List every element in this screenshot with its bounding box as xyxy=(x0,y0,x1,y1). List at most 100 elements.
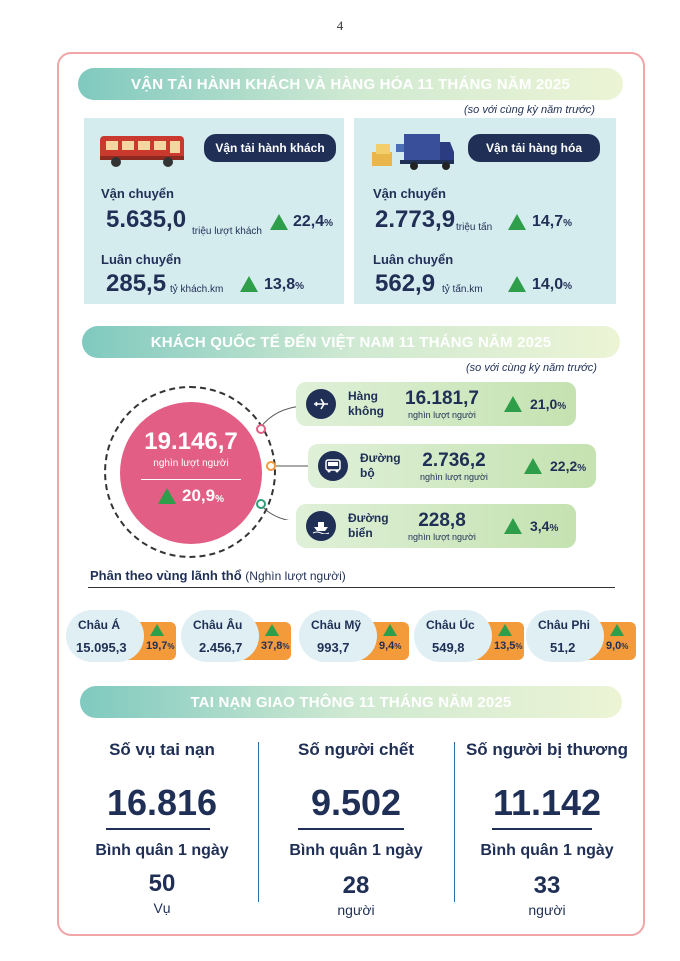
accident-daily-unit: người xyxy=(337,902,375,918)
passenger-bus-icon xyxy=(100,136,184,167)
value-underline xyxy=(492,828,592,830)
mode-name: Hàng không xyxy=(348,389,384,418)
passenger-carried-label: Vận chuyển xyxy=(101,186,174,201)
up-arrow-icon xyxy=(240,276,258,292)
region-card: Châu Á 15.095,3 19,7% xyxy=(66,610,176,662)
up-arrow-icon xyxy=(504,518,522,534)
region-name: Châu Phi xyxy=(538,618,591,632)
up-arrow-icon xyxy=(158,488,176,504)
ship-icon xyxy=(306,511,336,541)
visitors-title: KHÁCH QUỐC TẾ ĐẾN VIỆT NAM 11 THÁNG NĂM … xyxy=(82,326,620,358)
mode-value: 228,8 nghìn lượt người xyxy=(408,510,476,542)
region-oval xyxy=(66,610,144,662)
accident-daily-label: Bình quân 1 ngày xyxy=(289,842,423,859)
accident-heading: Số vụ tai nạn xyxy=(109,740,215,759)
up-arrow-icon xyxy=(508,214,526,230)
cargo-carried-pct: 14,7% xyxy=(532,213,573,230)
connector-dot xyxy=(256,424,266,434)
accident-daily-unit: Vụ xyxy=(153,900,171,916)
mode-value: 16.181,7 nghìn lượt người xyxy=(405,388,479,420)
mode-value: 2.736,2 nghìn lượt người xyxy=(420,450,488,482)
region-card: Châu Mỹ 993,7 9,4% xyxy=(299,610,409,662)
region-pct: 13,5% xyxy=(494,640,523,652)
mode-pct: 22,2% xyxy=(550,458,587,474)
accident-daily-unit: người xyxy=(528,902,566,918)
cargo-rotation-pct: 14,0% xyxy=(532,276,573,293)
cargo-rotation-value: 562,9 xyxy=(375,270,436,297)
region-name: Châu Á xyxy=(78,618,120,632)
mode-name: Đường biển xyxy=(348,511,389,540)
connector-dot xyxy=(266,461,276,471)
total-circle: 19.146,7 nghìn lượt người 20,9% xyxy=(120,402,262,544)
passenger-rotation-label: Luân chuyển xyxy=(101,252,182,267)
accident-daily-value: 33 xyxy=(533,872,561,899)
region-divider xyxy=(88,587,615,588)
region-oval xyxy=(526,610,604,662)
mode-pct: 21,0% xyxy=(530,396,567,412)
accident-value: 9.502 xyxy=(310,782,402,823)
region-oval xyxy=(414,610,492,662)
accident-value: 11.142 xyxy=(492,782,602,823)
cargo-rotation-unit: tỷ tấn.km xyxy=(442,284,483,295)
up-arrow-icon xyxy=(610,624,624,636)
accident-daily-value: 28 xyxy=(342,872,370,899)
cargo-truck-icon xyxy=(372,134,454,170)
up-arrow-icon xyxy=(383,624,397,636)
value-underline xyxy=(106,828,210,830)
up-arrow-icon xyxy=(504,396,522,412)
accidents-title: TAI NẠN GIAO THÔNG 11 THÁNG NĂM 2025 xyxy=(80,686,622,718)
page-number: 4 xyxy=(336,18,344,33)
column-divider xyxy=(454,742,455,902)
passenger-rotation-value: 285,5 xyxy=(106,270,167,297)
accident-daily-label: Bình quân 1 ngày xyxy=(480,842,614,859)
region-value: 15.095,3 xyxy=(76,640,127,655)
mode-name: Đường bộ xyxy=(360,451,401,480)
cargo-carried-unit: triệu tấn xyxy=(456,222,493,233)
region-name: Châu Mỹ xyxy=(311,618,362,632)
passenger-carried-value: 5.635,0 xyxy=(106,206,187,233)
page-frame xyxy=(57,52,645,936)
total-unit: nghìn lượt người xyxy=(153,458,229,469)
passenger-rotation-unit: tỷ khách.km xyxy=(170,284,224,295)
value-underline xyxy=(298,828,404,830)
region-value: 2.456,7 xyxy=(199,640,243,655)
region-oval xyxy=(181,610,259,662)
region-pct: 37,8% xyxy=(261,640,290,652)
region-pct: 9,0% xyxy=(606,640,629,652)
region-title: Phân theo vùng lãnh thổ (Nghìn lượt ngườ… xyxy=(90,568,346,583)
up-arrow-icon xyxy=(150,624,164,636)
cargo-rotation-label: Luân chuyển xyxy=(373,252,454,267)
total-divider xyxy=(141,479,241,480)
region-card: Châu Phi 51,2 9,0% xyxy=(526,610,636,662)
region-card: Châu Âu 2.456,7 37,8% xyxy=(181,610,291,662)
region-pct: 19,7% xyxy=(146,640,175,652)
transport-note: (so với cùng kỳ năm trước) xyxy=(464,104,595,116)
total-value: 19.146,7 xyxy=(144,428,238,455)
visitors-note: (so với cùng kỳ năm trước) xyxy=(466,362,597,374)
accident-heading: Số người bị thương xyxy=(465,740,629,759)
passenger-carried-pct: 22,4% xyxy=(293,213,334,230)
region-card: Châu Úc 549,8 13,5% xyxy=(414,610,524,662)
mode-road: Đường bộ 2.736,2 nghìn lượt người 22,2% xyxy=(308,444,596,488)
passenger-rotation-pct: 13,8% xyxy=(264,276,305,293)
passenger-carried-unit: triệu lượt khách xyxy=(192,226,262,237)
total-circle-outline xyxy=(104,386,276,558)
bus-icon xyxy=(318,451,348,481)
mode-sea: Đường biển 228,8 nghìn lượt người 3,4% xyxy=(296,504,576,548)
up-arrow-icon xyxy=(508,276,526,292)
region-value: 549,8 xyxy=(432,640,465,655)
column-divider xyxy=(258,742,259,902)
region-value: 51,2 xyxy=(550,640,576,655)
mode-pct: 3,4% xyxy=(530,518,559,534)
transport-title: VẬN TẢI HÀNH KHÁCH VÀ HÀNG HÓA 11 THÁNG … xyxy=(78,68,623,100)
mode-air: Hàng không 16.181,7 nghìn lượt người 21,0% xyxy=(296,382,576,426)
passenger-label: Vận tải hành khách xyxy=(204,134,336,162)
region-pct: 9,4% xyxy=(379,640,402,652)
region-name: Châu Úc xyxy=(426,618,475,632)
region-name: Châu Âu xyxy=(193,618,243,632)
up-arrow-icon xyxy=(265,624,279,636)
accident-daily-label: Bình quân 1 ngày xyxy=(95,842,229,859)
connector-dot xyxy=(256,499,266,509)
cargo-carried-label: Vận chuyển xyxy=(373,186,446,201)
up-arrow-icon xyxy=(524,458,542,474)
